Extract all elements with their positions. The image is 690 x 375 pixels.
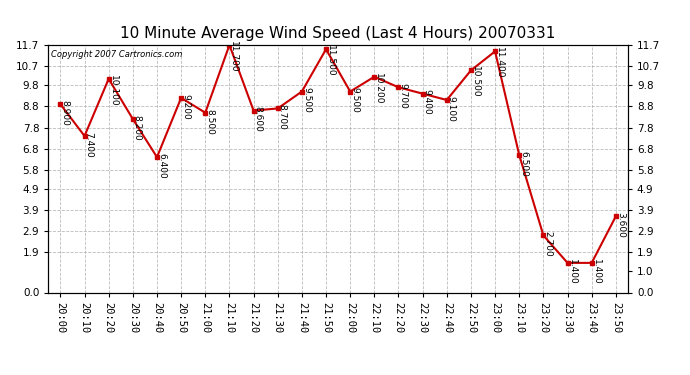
- Text: 3.600: 3.600: [616, 212, 625, 238]
- Text: 9.200: 9.200: [181, 94, 190, 120]
- Text: 9.100: 9.100: [447, 96, 456, 122]
- Text: 2.700: 2.700: [544, 231, 553, 257]
- Text: 6.500: 6.500: [520, 151, 529, 177]
- Text: 8.200: 8.200: [133, 115, 142, 141]
- Text: 1.400: 1.400: [592, 259, 601, 285]
- Text: 9.500: 9.500: [351, 87, 359, 113]
- Text: Copyright 2007 Cartronics.com: Copyright 2007 Cartronics.com: [51, 50, 183, 59]
- Text: 11.700: 11.700: [230, 41, 239, 72]
- Text: 11.500: 11.500: [326, 45, 335, 77]
- Text: 10.200: 10.200: [375, 73, 384, 104]
- Text: 10.500: 10.500: [471, 66, 480, 98]
- Text: 8.700: 8.700: [278, 104, 287, 130]
- Text: 9.700: 9.700: [399, 83, 408, 109]
- Text: 8.500: 8.500: [206, 108, 215, 134]
- Text: 8.600: 8.600: [254, 106, 263, 132]
- Text: 1.400: 1.400: [568, 259, 577, 285]
- Text: 8.900: 8.900: [61, 100, 70, 126]
- Text: 6.400: 6.400: [157, 153, 166, 179]
- Text: 7.400: 7.400: [85, 132, 94, 158]
- Text: 9.500: 9.500: [302, 87, 311, 113]
- Text: 9.400: 9.400: [423, 90, 432, 115]
- Text: 11.400: 11.400: [495, 47, 504, 79]
- Text: 10.100: 10.100: [109, 75, 118, 106]
- Title: 10 Minute Average Wind Speed (Last 4 Hours) 20070331: 10 Minute Average Wind Speed (Last 4 Hou…: [121, 26, 555, 41]
